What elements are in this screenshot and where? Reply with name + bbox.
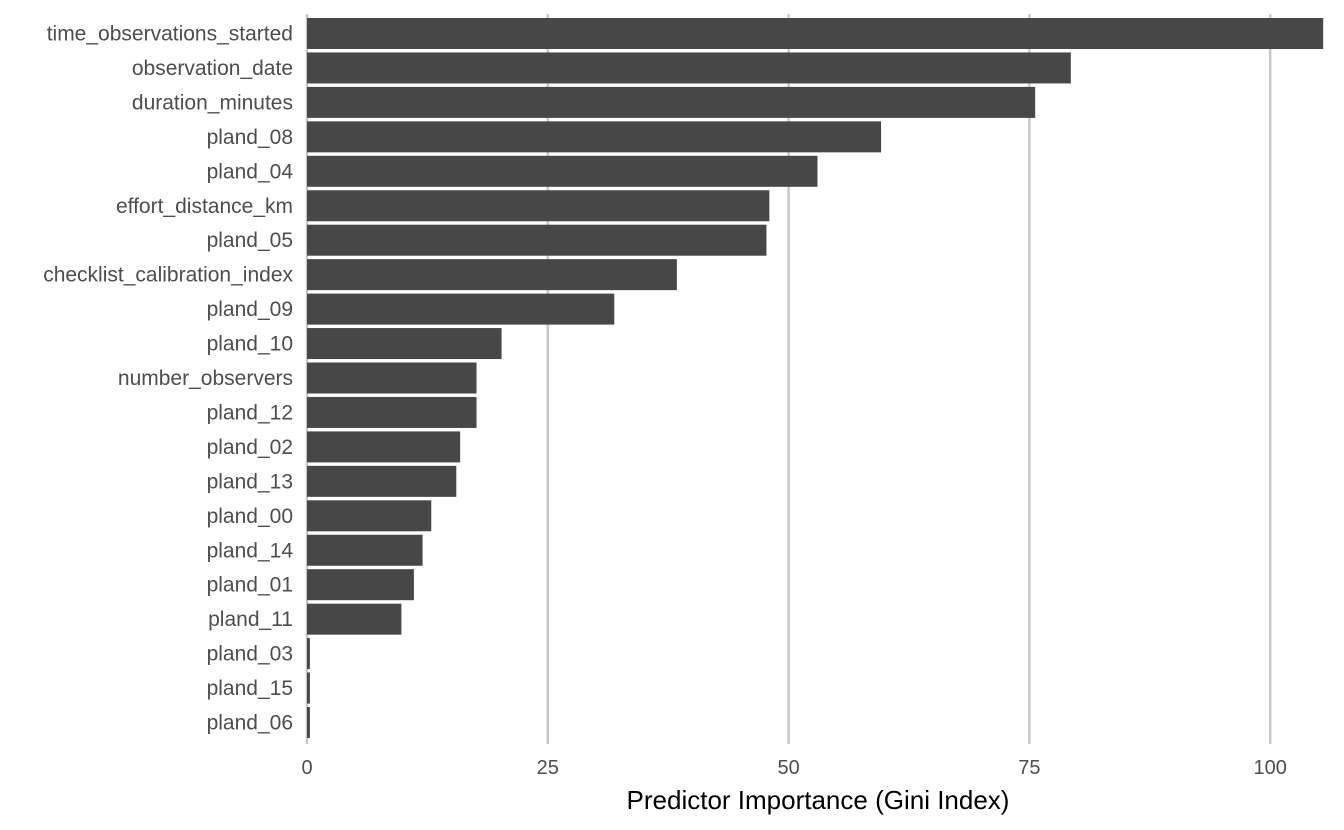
category-label: pland_14 (207, 539, 294, 562)
bar-pland_04 (307, 155, 818, 187)
category-label: pland_04 (207, 160, 294, 183)
category-label: pland_10 (207, 333, 293, 356)
x-tick-labels: 0 25 50 75 100 (301, 757, 1286, 779)
category-label: pland_03 (207, 643, 293, 666)
bar-pland_05 (307, 224, 767, 256)
category-label: observation_date (132, 57, 293, 80)
bar-pland_15 (307, 672, 310, 704)
bar-pland_13 (307, 465, 457, 497)
category-label: pland_09 (207, 298, 293, 321)
category-label: effort_distance_km (116, 195, 293, 218)
bar-number_observers (307, 362, 477, 394)
x-tick-label: 100 (1254, 757, 1287, 779)
category-label: pland_06 (207, 712, 293, 735)
x-tick-label: 25 (537, 757, 559, 779)
bar-checklist_calibration_index (307, 259, 677, 291)
category-label: pland_01 (207, 574, 293, 597)
bar-pland_14 (307, 534, 423, 566)
bar-pland_00 (307, 500, 432, 532)
category-label: pland_13 (207, 470, 293, 493)
bar-pland_11 (307, 603, 402, 635)
x-axis-title: Predictor Importance (Gini Index) (627, 785, 1010, 815)
bar-time_observations_started (307, 18, 1324, 49)
bar-pland_08 (307, 121, 882, 153)
bars (307, 18, 1324, 738)
x-tick-label: 50 (777, 757, 799, 779)
bar-pland_03 (307, 638, 310, 670)
category-label: checklist_calibration_index (43, 264, 293, 287)
bar-observation_date (307, 52, 1071, 84)
category-label: pland_02 (207, 436, 293, 459)
category-label: pland_00 (207, 505, 293, 528)
x-tick-label: 75 (1018, 757, 1040, 779)
bar-pland_09 (307, 293, 615, 325)
bar-pland_06 (307, 707, 310, 738)
bar-effort_distance_km (307, 190, 770, 222)
bar-pland_10 (307, 328, 502, 360)
category-label: pland_05 (207, 229, 293, 252)
category-label: number_observers (118, 367, 293, 390)
category-label: pland_12 (207, 401, 293, 424)
category-labels: time_observations_started observation_dat… (43, 23, 293, 735)
bar-pland_02 (307, 431, 461, 463)
category-label: pland_11 (208, 608, 293, 631)
bar-pland_01 (307, 569, 414, 601)
bar-pland_12 (307, 396, 477, 428)
bar-duration_minutes (307, 86, 1036, 118)
category-label: time_observations_started (47, 23, 293, 46)
category-label: pland_08 (207, 126, 293, 149)
category-label: duration_minutes (132, 91, 293, 114)
category-label: pland_15 (207, 677, 293, 700)
x-tick-label: 0 (301, 757, 312, 779)
